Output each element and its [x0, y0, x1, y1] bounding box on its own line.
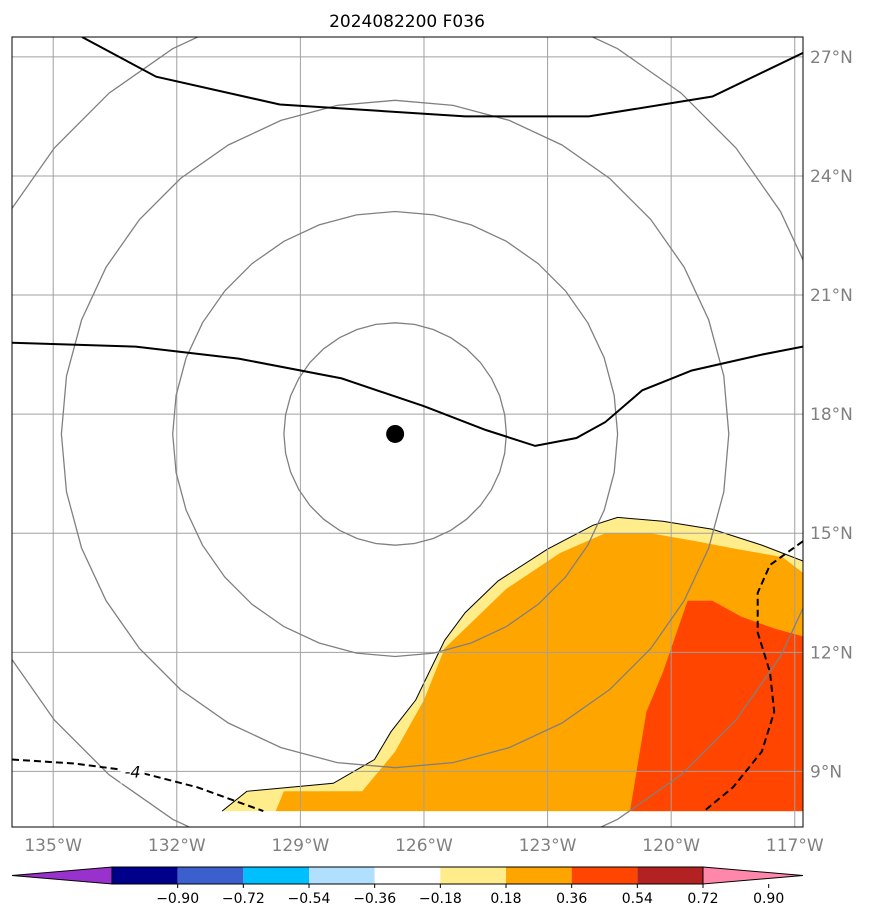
colorbar-tick-label: −0.18 — [419, 891, 462, 907]
colorbar-tick-label: −0.36 — [353, 891, 396, 907]
latitude-tick-labels: 9°N 12°N 15°N 18°N 21°N 24°N 27°N — [810, 48, 853, 783]
colorbar-tick-label: 0.72 — [687, 891, 718, 907]
dashed-contour — [703, 540, 803, 812]
colorbar-tick-label: −0.90 — [156, 891, 199, 907]
lon-tick-label: 120°W — [642, 836, 700, 856]
map-frame — [11, 36, 804, 828]
colorbar-tick-label: 0.18 — [490, 891, 521, 907]
colorbar-segment — [309, 867, 375, 884]
lon-tick-label: 117°W — [766, 836, 824, 856]
range-ring — [12, 37, 803, 827]
gridlines — [12, 37, 803, 827]
map-area: -4 — [11, 36, 804, 828]
lat-tick-label: 18°N — [810, 405, 853, 425]
colorbar-tick-label: 0.90 — [753, 891, 784, 907]
lat-tick-label: 27°N — [810, 48, 853, 68]
colorbar-frame — [111, 866, 704, 885]
lon-tick-label: 126°W — [395, 836, 453, 856]
lon-tick-label: 132°W — [148, 836, 206, 856]
colorbar-segment — [440, 867, 506, 884]
lon-tick-label: 123°W — [519, 836, 577, 856]
longitude-tick-labels: 135°W 132°W 129°W 126°W 123°W 120°W 117°W — [24, 836, 824, 856]
range-rings — [12, 37, 803, 827]
colorbar-segment — [243, 867, 309, 884]
colorbar-extend-low — [11, 866, 113, 885]
shaded-region-0.54 — [630, 600, 803, 812]
lat-tick-label: 9°N — [810, 762, 842, 782]
range-ring — [60, 99, 730, 769]
contour-label: -4 — [125, 762, 141, 781]
colorbar-extend-high — [702, 866, 804, 885]
colorbar: −0.90 −0.72 −0.54 −0.36 −0.18 0.18 0.36 0.54 0.7… — [11, 866, 804, 907]
colorbar-segment — [374, 867, 441, 884]
colorbar-segment — [112, 867, 178, 884]
range-ring — [172, 210, 619, 658]
lat-tick-label: 15°N — [810, 524, 853, 544]
colorbar-segment — [506, 867, 572, 884]
lat-tick-label: 24°N — [810, 167, 853, 187]
colorbar-tick-label: −0.54 — [288, 891, 331, 907]
solid-contour — [12, 341, 803, 447]
colorbar-segment — [177, 867, 244, 884]
lat-tick-label: 21°N — [810, 286, 853, 306]
chart-title: 2024082200 F036 — [329, 12, 485, 32]
lat-tick-label: 12°N — [810, 643, 853, 663]
range-ring — [283, 322, 508, 546]
colorbar-segment — [637, 867, 703, 884]
lon-tick-label: 135°W — [24, 836, 82, 856]
colorbar-tick-label: 0.36 — [556, 891, 587, 907]
contour-lines: -4 — [12, 37, 803, 813]
solid-contour — [81, 37, 803, 118]
colorbar-tick-label: −0.72 — [222, 891, 265, 907]
colorbar-tick-label: 0.54 — [622, 891, 653, 907]
storm-center-marker — [386, 424, 405, 443]
contour-label-background — [120, 763, 145, 784]
center-marker-layer — [386, 424, 405, 443]
lon-tick-label: 129°W — [272, 836, 330, 856]
colorbar-segment — [571, 867, 638, 884]
